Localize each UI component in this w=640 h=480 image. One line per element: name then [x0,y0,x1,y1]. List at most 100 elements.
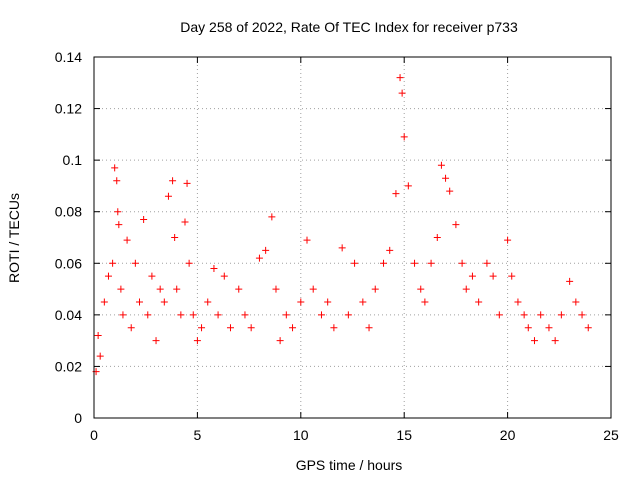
data-point [268,213,276,221]
data-point [160,298,168,306]
data-point [351,259,359,267]
data-point [458,259,466,267]
data-point [417,285,425,293]
data-point [144,311,152,319]
data-point [117,285,125,293]
data-point [262,246,270,254]
data-point [309,285,317,293]
plot-frame [93,56,612,419]
x-tick-labels: 0 5 10 15 20 25 [90,427,619,443]
y-tick-label: 0.06 [55,255,82,271]
data-point [365,324,373,332]
data-point [400,133,408,141]
data-point [483,259,491,267]
ticks-layer [93,56,612,419]
y-tick-label: 0.08 [55,204,82,220]
data-point [421,298,429,306]
data-point [396,74,404,82]
data-point [452,221,460,229]
x-tick-label: 20 [500,427,516,443]
data-point [226,324,234,332]
data-point [489,272,497,280]
data-point [214,311,222,319]
x-tick-label: 5 [194,427,202,443]
data-point [173,285,181,293]
data-point [578,311,586,319]
data-point [152,337,160,345]
data-point [148,272,156,280]
data-point [127,324,135,332]
data-point [324,298,332,306]
data-point [255,254,263,262]
x-tick-label: 15 [396,427,412,443]
data-point [524,324,532,332]
data-point [189,311,197,319]
data-point [504,236,512,244]
data-point [119,311,127,319]
y-axis-label: ROTI / TECUs [6,193,22,283]
data-point [520,311,528,319]
x-axis-label: GPS time / hours [296,457,403,473]
chart-title: Day 258 of 2022, Rate Of TEC Index for r… [180,19,518,35]
data-point [276,337,284,345]
y-tick-label: 0.02 [55,358,82,374]
data-point [109,259,117,267]
data-point [185,259,193,267]
data-point [433,234,441,241]
data-point [235,285,243,293]
data-point [140,215,148,223]
data-point [338,244,346,252]
data-point [169,177,177,185]
data-point [131,259,139,267]
data-point [537,311,545,319]
data-point [557,311,565,319]
data-point [545,324,553,332]
data-point [135,298,143,306]
y-tick-label: 0.12 [55,101,82,117]
data-point [241,311,249,319]
data-point [380,259,388,267]
data-point [156,285,164,293]
data-point [94,331,102,339]
x-tick-label: 25 [603,427,619,443]
data-point [495,311,503,319]
data-point [193,337,201,345]
data-point [247,324,255,332]
data-point [181,218,189,226]
y-tick-label: 0.1 [63,152,83,168]
data-point [204,298,212,306]
data-point [198,324,206,332]
data-point [398,89,406,97]
data-point [115,221,123,229]
data-point [330,324,338,332]
y-tick-label: 0 [74,410,82,426]
data-point [371,285,379,293]
data-point [111,164,119,172]
data-point [468,272,476,280]
data-point [551,337,559,345]
y-tick-labels: 0 0.02 0.04 0.06 0.08 0.1 0.12 0.14 [55,49,82,426]
x-tick-label: 10 [293,427,309,443]
data-point [475,298,483,306]
data-point [171,234,179,241]
data-point [344,311,352,319]
data-point [317,311,325,319]
data-point [508,272,516,280]
data-point [164,192,172,200]
data-point [177,311,185,319]
y-tick-label: 0.14 [55,49,82,65]
data-point [437,161,445,169]
data-point [220,272,228,280]
data-point [462,285,470,293]
data-point [404,182,412,190]
data-point [123,236,131,244]
data-point [114,208,122,216]
data-point [359,298,367,306]
data-point [411,259,419,267]
data-point [392,190,400,198]
data-point [100,298,108,306]
data-point [584,324,592,332]
data-points-layer [92,74,592,376]
data-point [282,311,290,319]
